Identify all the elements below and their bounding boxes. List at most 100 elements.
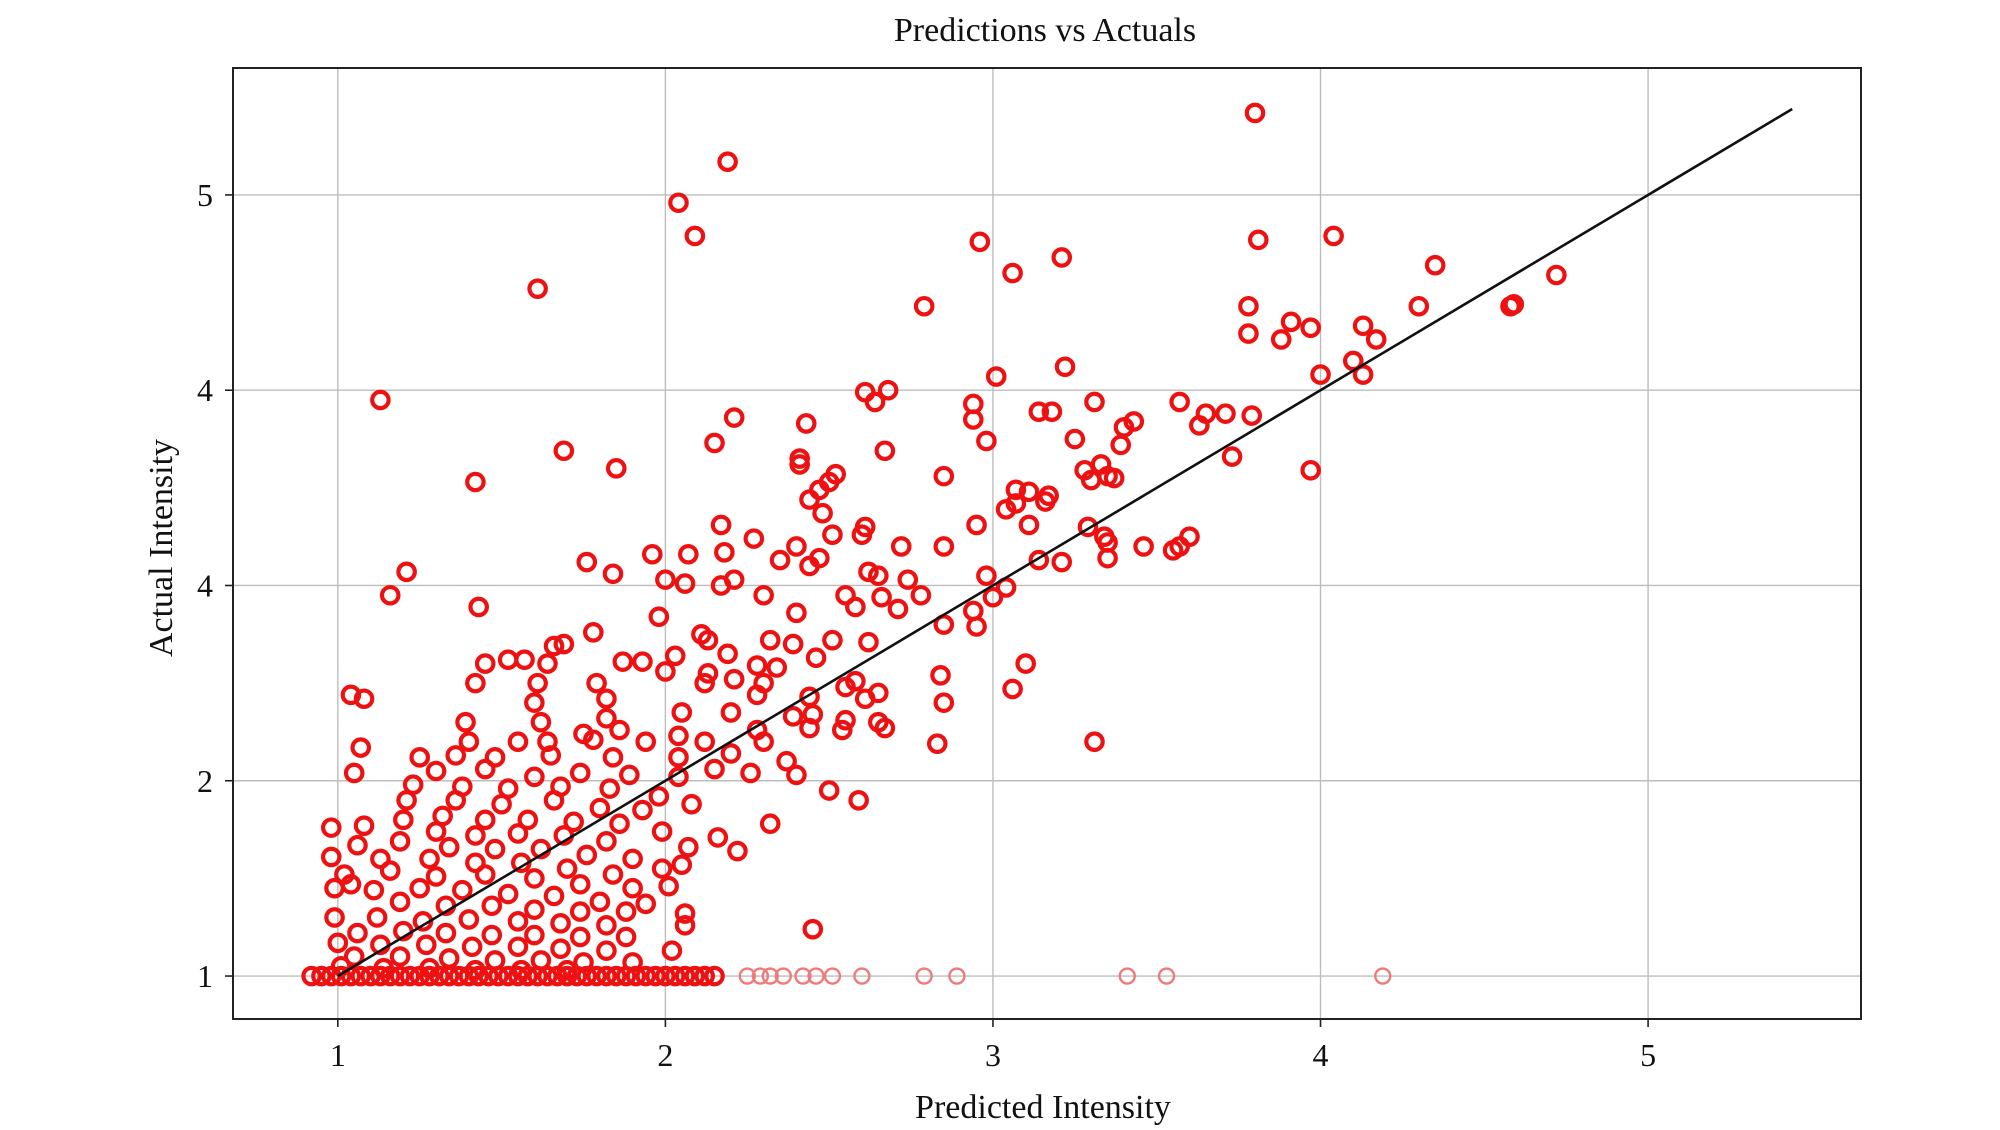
data-point — [556, 965, 578, 987]
data-points — [301, 102, 1567, 987]
data-point — [569, 873, 591, 895]
data-point — [438, 965, 460, 987]
data-point — [774, 967, 793, 985]
data-point — [481, 924, 503, 946]
data-point — [399, 965, 421, 987]
data-point — [343, 762, 365, 784]
data-point — [1300, 317, 1321, 339]
data-point — [684, 225, 706, 247]
data-point — [668, 725, 689, 747]
data-point — [596, 914, 617, 936]
data-point — [507, 965, 529, 987]
data-point — [1118, 967, 1136, 985]
data-point — [766, 657, 788, 678]
data-point — [569, 901, 591, 922]
data-point — [769, 549, 791, 571]
data-point — [655, 661, 676, 682]
data-point — [697, 663, 719, 684]
data-point — [671, 854, 693, 876]
y-tick-label: 4 — [197, 567, 213, 603]
data-point — [615, 901, 637, 922]
data-point — [976, 430, 997, 452]
data-point — [822, 524, 843, 546]
data-point — [674, 965, 696, 987]
data-point — [694, 672, 715, 694]
data-point — [602, 864, 624, 885]
data-point — [930, 665, 951, 686]
data-point — [379, 860, 401, 881]
data-point — [524, 868, 545, 889]
data-point — [635, 965, 657, 987]
data-point — [435, 922, 457, 944]
data-point — [563, 811, 584, 833]
data-point — [596, 830, 617, 852]
data-point — [926, 733, 948, 754]
data-point — [1247, 229, 1269, 251]
data-point — [458, 731, 480, 753]
data-point — [566, 965, 588, 987]
data-point — [524, 924, 545, 946]
data-point — [632, 799, 653, 821]
data-point — [527, 965, 548, 987]
data-point — [933, 465, 955, 487]
data-point — [320, 846, 342, 868]
data-point — [1051, 247, 1073, 268]
data-point — [409, 877, 431, 899]
data-point — [835, 584, 856, 606]
data-point — [812, 502, 833, 524]
data-point — [596, 965, 617, 987]
data-point — [668, 192, 689, 214]
data-point — [320, 817, 342, 838]
data-point — [966, 514, 987, 536]
data-point — [524, 766, 545, 788]
data-point — [458, 909, 480, 930]
data-point — [740, 762, 761, 784]
data-point — [782, 633, 804, 655]
data-point — [799, 717, 820, 739]
data-point — [1015, 653, 1037, 674]
data-point — [527, 672, 548, 694]
data-point — [1028, 401, 1050, 422]
data-point — [835, 709, 856, 731]
data-point — [823, 967, 842, 985]
data-point — [1157, 967, 1176, 985]
data-point — [615, 965, 637, 987]
data-point — [858, 561, 879, 583]
data-point — [1352, 364, 1374, 385]
data-point — [1238, 323, 1259, 344]
data-point — [759, 813, 781, 835]
data-point — [589, 891, 611, 913]
data-point — [589, 797, 611, 819]
data-point — [530, 711, 552, 733]
data-point — [553, 633, 575, 655]
data-point — [831, 719, 853, 741]
data-point — [474, 809, 496, 831]
data-point — [1002, 262, 1023, 284]
data-point — [995, 577, 1017, 598]
data-point — [651, 858, 673, 879]
data-point — [717, 643, 738, 665]
data-point — [340, 873, 362, 895]
data-point — [664, 645, 686, 667]
data-point — [389, 830, 411, 852]
data-point — [1084, 391, 1105, 413]
data-point — [795, 413, 817, 434]
data-point — [1503, 293, 1525, 315]
data-point — [468, 965, 489, 987]
data-point — [1018, 481, 1040, 503]
data-point — [596, 940, 617, 961]
x-tick-label: 3 — [985, 1037, 1001, 1073]
data-point — [707, 827, 729, 848]
data-point — [366, 907, 388, 928]
data-point — [465, 825, 486, 846]
data-point — [1084, 731, 1105, 753]
data-point — [347, 834, 368, 856]
data-point — [488, 965, 509, 987]
data-point — [648, 606, 670, 628]
data-point — [546, 965, 568, 987]
data-point — [704, 758, 725, 780]
data-point — [1546, 264, 1567, 286]
data-point — [514, 649, 535, 670]
